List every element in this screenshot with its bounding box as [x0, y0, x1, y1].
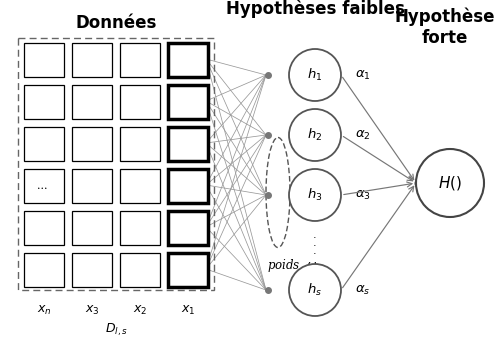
Bar: [24, 43, 64, 77]
Bar: [168, 169, 208, 203]
Bar: [120, 43, 160, 77]
Bar: [72, 169, 112, 203]
Bar: [120, 253, 160, 287]
Bar: [72, 211, 112, 245]
Bar: [18, 38, 214, 290]
Text: Données: Données: [75, 14, 157, 32]
Bar: [120, 85, 160, 119]
Text: Hypothèses faibles: Hypothèses faibles: [226, 0, 404, 18]
Bar: [168, 211, 208, 245]
Text: .: .: [313, 230, 317, 239]
Text: $\alpha_2$: $\alpha_2$: [355, 128, 371, 141]
Text: $H()$: $H()$: [438, 174, 462, 192]
Text: $\alpha_3$: $\alpha_3$: [355, 188, 371, 201]
Text: $x_n$: $x_n$: [37, 304, 51, 317]
Text: $x_2$: $x_2$: [133, 304, 147, 317]
Text: $h_s$: $h_s$: [307, 282, 323, 298]
Bar: [24, 169, 64, 203]
Bar: [24, 127, 64, 161]
Ellipse shape: [289, 109, 341, 161]
Bar: [72, 43, 112, 77]
Bar: [168, 253, 208, 287]
Text: $h_3$: $h_3$: [307, 187, 323, 203]
Bar: [24, 211, 64, 245]
Text: Hypothèse
forte: Hypothèse forte: [395, 8, 495, 47]
Text: $x_3$: $x_3$: [85, 304, 99, 317]
Text: poids  $\omega_{l,s}$: poids $\omega_{l,s}$: [267, 258, 329, 275]
Text: $\alpha_s$: $\alpha_s$: [355, 284, 370, 297]
Bar: [168, 43, 208, 77]
Ellipse shape: [289, 264, 341, 316]
Bar: [24, 85, 64, 119]
Bar: [24, 253, 64, 287]
Text: ...: ...: [37, 181, 47, 191]
Bar: [168, 85, 208, 119]
Ellipse shape: [416, 149, 484, 217]
Text: $h_1$: $h_1$: [307, 67, 323, 83]
Bar: [168, 127, 208, 161]
Bar: [72, 127, 112, 161]
Text: $D_{l,s}$: $D_{l,s}$: [104, 322, 127, 338]
Bar: [72, 85, 112, 119]
Bar: [120, 127, 160, 161]
Text: $h_2$: $h_2$: [307, 127, 323, 143]
Text: $\alpha_1$: $\alpha_1$: [355, 68, 371, 81]
Text: $x_1$: $x_1$: [181, 304, 195, 317]
Ellipse shape: [289, 169, 341, 221]
Bar: [120, 211, 160, 245]
Bar: [120, 169, 160, 203]
Ellipse shape: [289, 49, 341, 101]
Bar: [72, 253, 112, 287]
Text: .: .: [313, 238, 317, 247]
Text: .: .: [313, 245, 317, 256]
